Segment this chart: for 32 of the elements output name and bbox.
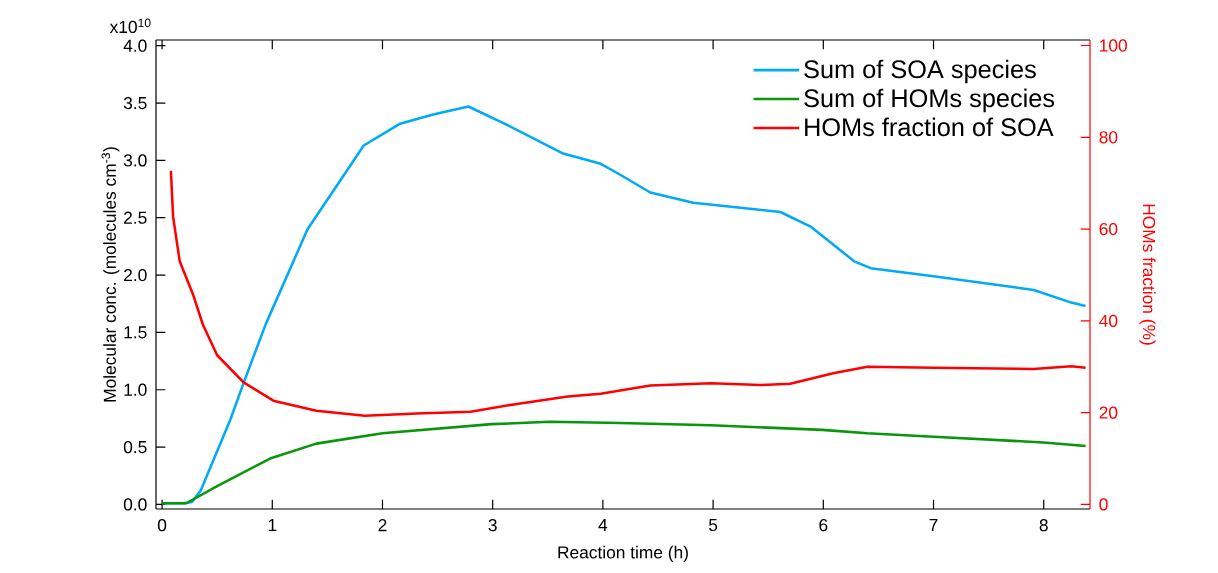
x-tick-label: 1 — [268, 519, 277, 531]
y2-tick-label: 100 — [1100, 39, 1127, 52]
y-tick-label: 1.5 — [124, 326, 147, 339]
y2-axis-title: HOMs fraction (%) — [1139, 204, 1156, 345]
x-tick-label: 5 — [708, 519, 718, 532]
y-tick-label: 2.5 — [124, 211, 147, 224]
y-tick-label: 4.0 — [123, 39, 147, 52]
x-tick-label: 6 — [819, 519, 828, 532]
x-tick-label: 2 — [378, 519, 387, 532]
y-tick-label: 2.0 — [124, 268, 147, 282]
y-tick-label: 1.0 — [124, 383, 147, 396]
x-tick-label: 4 — [598, 519, 608, 531]
y2-tick-label: 20 — [1099, 406, 1118, 419]
x-axis-title: Reaction time (h) — [558, 545, 688, 562]
x-tick-label: 8 — [1039, 519, 1048, 532]
line-series — [169, 169, 1087, 418]
legend-label: Sum of SOA species — [804, 59, 1036, 84]
y-tick-label: 3.0 — [123, 154, 147, 167]
y2-tick-label: 40 — [1099, 314, 1118, 327]
y-tick-label: 0.0 — [123, 498, 147, 511]
y2-tick-label: 80 — [1099, 131, 1118, 144]
x-tick-label: 0 — [157, 519, 167, 532]
legend-label: Sum of HOMs species — [804, 88, 1055, 113]
y2-tick-label: 60 — [1099, 222, 1118, 236]
y-tick-label: 3.5 — [123, 96, 147, 110]
x-tick-label: 7 — [929, 519, 938, 531]
x-tick-label: 3 — [488, 519, 497, 532]
y-tick-label: 0.5 — [123, 440, 147, 454]
y2-tick-label: 0 — [1099, 498, 1108, 511]
legend-label: HOMs fraction of SOA — [805, 117, 1054, 137]
y-axis-title: Molecular conc. (molecules cm$^{-3}$) — [101, 147, 120, 402]
text: x10$^{10}$ — [109, 18, 151, 34]
